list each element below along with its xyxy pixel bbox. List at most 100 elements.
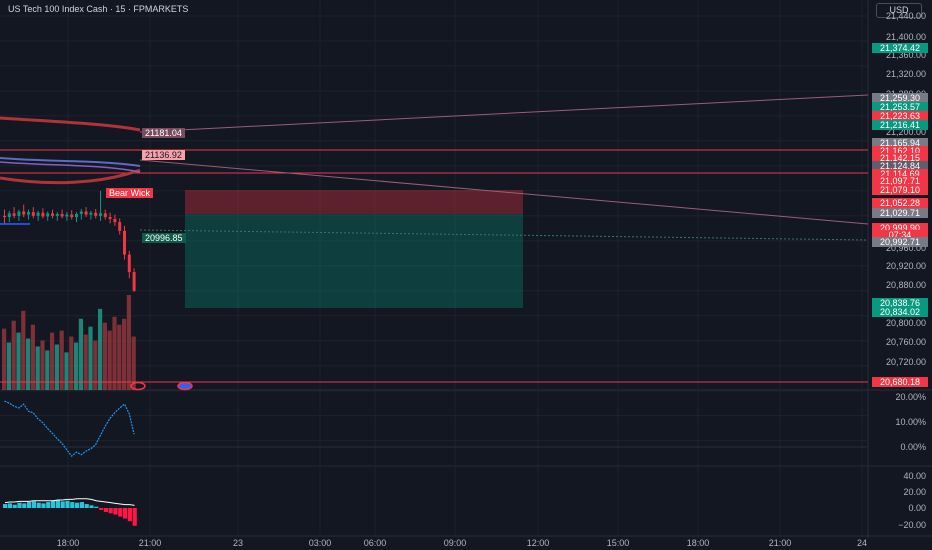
macd-axis-tick: 0.00 xyxy=(908,503,926,513)
candle-body xyxy=(99,213,102,216)
price-tag-label[interactable]: 21,162.10 xyxy=(872,146,928,156)
macd-histogram-bar xyxy=(79,502,84,508)
macd-axis-tick: 20.00 xyxy=(903,487,926,497)
candle-body xyxy=(17,211,21,216)
candle-body xyxy=(118,222,122,231)
candle-body xyxy=(12,213,16,216)
macd-histogram-bar xyxy=(132,508,137,526)
bear-wick-label[interactable]: Bear Wick xyxy=(106,188,154,198)
price-axis-tick: 21,200.00 xyxy=(885,127,926,137)
short-position-tool[interactable] xyxy=(185,190,523,308)
price-tag-label[interactable]: 21,097.71 xyxy=(872,176,928,186)
time-axis-tick: 06:00 xyxy=(363,538,387,548)
lower-trendline xyxy=(139,159,869,225)
rsi-axis-tick: 0.00% xyxy=(900,442,926,452)
price-axis-tick: 20,800.00 xyxy=(885,318,926,328)
price-tag-label[interactable]: 21,165.94 xyxy=(872,138,928,148)
price-tag-label[interactable]: 21,114.69 xyxy=(872,169,928,179)
candle-body xyxy=(113,218,117,223)
volume-bar xyxy=(26,338,31,390)
volume-bar xyxy=(102,322,107,390)
last-level-label[interactable]: 20996.85 xyxy=(142,233,186,243)
volume-bar xyxy=(59,330,64,390)
macd-axis-tick: −20.00 xyxy=(898,520,926,530)
volume-bar xyxy=(88,326,93,390)
envelope-bands xyxy=(0,94,869,241)
price-tag-label[interactable]: 20,680.18 xyxy=(872,377,928,387)
volume-bar xyxy=(35,346,40,390)
candle-body xyxy=(55,213,59,216)
candle-body xyxy=(79,211,83,214)
price-axis-tick: 20,760.00 xyxy=(885,337,926,347)
time-axis-tick: 18:00 xyxy=(686,538,710,548)
rsi-axis-tick: 20.00% xyxy=(895,392,926,402)
price-tag-label[interactable]: 21,079.10 xyxy=(872,185,928,195)
rsi-line xyxy=(4,400,135,458)
price-tag-label[interactable]: 21,124.84 xyxy=(872,161,928,171)
chart-title[interactable]: US Tech 100 Index Cash · 15 · FPMARKETS xyxy=(8,4,189,14)
macd-histogram-bar xyxy=(7,503,12,508)
price-tag-label[interactable]: 20,992.71 xyxy=(872,237,928,247)
candle-body xyxy=(123,230,126,255)
macd-histogram-bar xyxy=(60,501,65,508)
middle-band xyxy=(0,157,141,167)
currency-button[interactable]: USD xyxy=(876,3,922,18)
signal-band xyxy=(0,161,141,173)
price-axis-pane[interactable] xyxy=(868,0,932,550)
volume-bar xyxy=(11,320,16,390)
macd-histogram-bar xyxy=(89,505,94,508)
candle-body xyxy=(22,211,26,215)
volume-bars xyxy=(2,295,136,390)
price-axis-tick: 21,360.00 xyxy=(885,50,926,60)
candle-body xyxy=(65,214,69,217)
macd-axis-tick: 40.00 xyxy=(903,471,926,481)
volume-bar xyxy=(107,330,112,390)
time-axis-tick: 24 xyxy=(856,538,868,548)
price-tag-label[interactable]: 21,374.42 xyxy=(872,43,928,53)
candle-body xyxy=(3,215,6,218)
macd-histogram-bar xyxy=(12,504,17,508)
volume-bar xyxy=(30,324,35,390)
upper-level-label[interactable]: 21181.04 xyxy=(142,128,185,138)
target-zone xyxy=(185,214,523,308)
macd-histogram-bar xyxy=(113,508,118,515)
event-markers xyxy=(130,381,193,391)
volume-bar xyxy=(40,340,45,390)
price-tag-label[interactable]: 07:34 xyxy=(872,230,928,240)
price-tag-label[interactable]: 21,216.41 xyxy=(872,120,928,130)
price-tag-label[interactable]: 21,253.57 xyxy=(872,102,928,112)
macd-histogram-bar xyxy=(118,508,123,517)
volume-bar xyxy=(6,342,11,390)
price-tag-label[interactable]: 20,834.02 xyxy=(872,307,928,317)
time-axis-tick: 21:00 xyxy=(138,538,162,548)
price-tag-label[interactable]: 21,259.30 xyxy=(872,93,928,103)
candle-body xyxy=(36,212,40,216)
volume-bar xyxy=(78,318,83,390)
macd-histogram-bar xyxy=(27,502,32,508)
price-axis-tick: 20,720.00 xyxy=(885,357,926,367)
price-tag-label[interactable]: 21,223.63 xyxy=(872,111,928,121)
price-tag-label[interactable]: 21,052.28 xyxy=(872,198,928,208)
candle-body xyxy=(46,213,50,217)
price-axis-tick: 21,400.00 xyxy=(885,32,926,42)
macd-histogram-bar xyxy=(55,500,60,508)
macd-histogram-bar xyxy=(46,502,51,508)
volume-bar xyxy=(131,336,136,390)
level-label[interactable]: 21136.92 xyxy=(142,150,185,160)
candle-body xyxy=(51,213,54,216)
volume-bar xyxy=(112,316,117,390)
price-tag-label[interactable]: 20,999.90 xyxy=(872,223,928,233)
price-tag-label[interactable]: 20,838.76 xyxy=(872,298,928,308)
volume-bar xyxy=(126,295,131,390)
candle-body xyxy=(75,213,78,218)
candle-body xyxy=(127,254,131,273)
price-tag-label[interactable]: 21,142.15 xyxy=(872,153,928,163)
volume-bar xyxy=(69,336,74,390)
volume-bar xyxy=(117,324,122,390)
volume-bar xyxy=(50,332,55,390)
price-tag-label[interactable]: 21,029.71 xyxy=(872,208,928,218)
macd-histogram-bar xyxy=(99,508,104,510)
volume-bar xyxy=(45,350,50,390)
macd-histogram-bar xyxy=(3,504,8,508)
